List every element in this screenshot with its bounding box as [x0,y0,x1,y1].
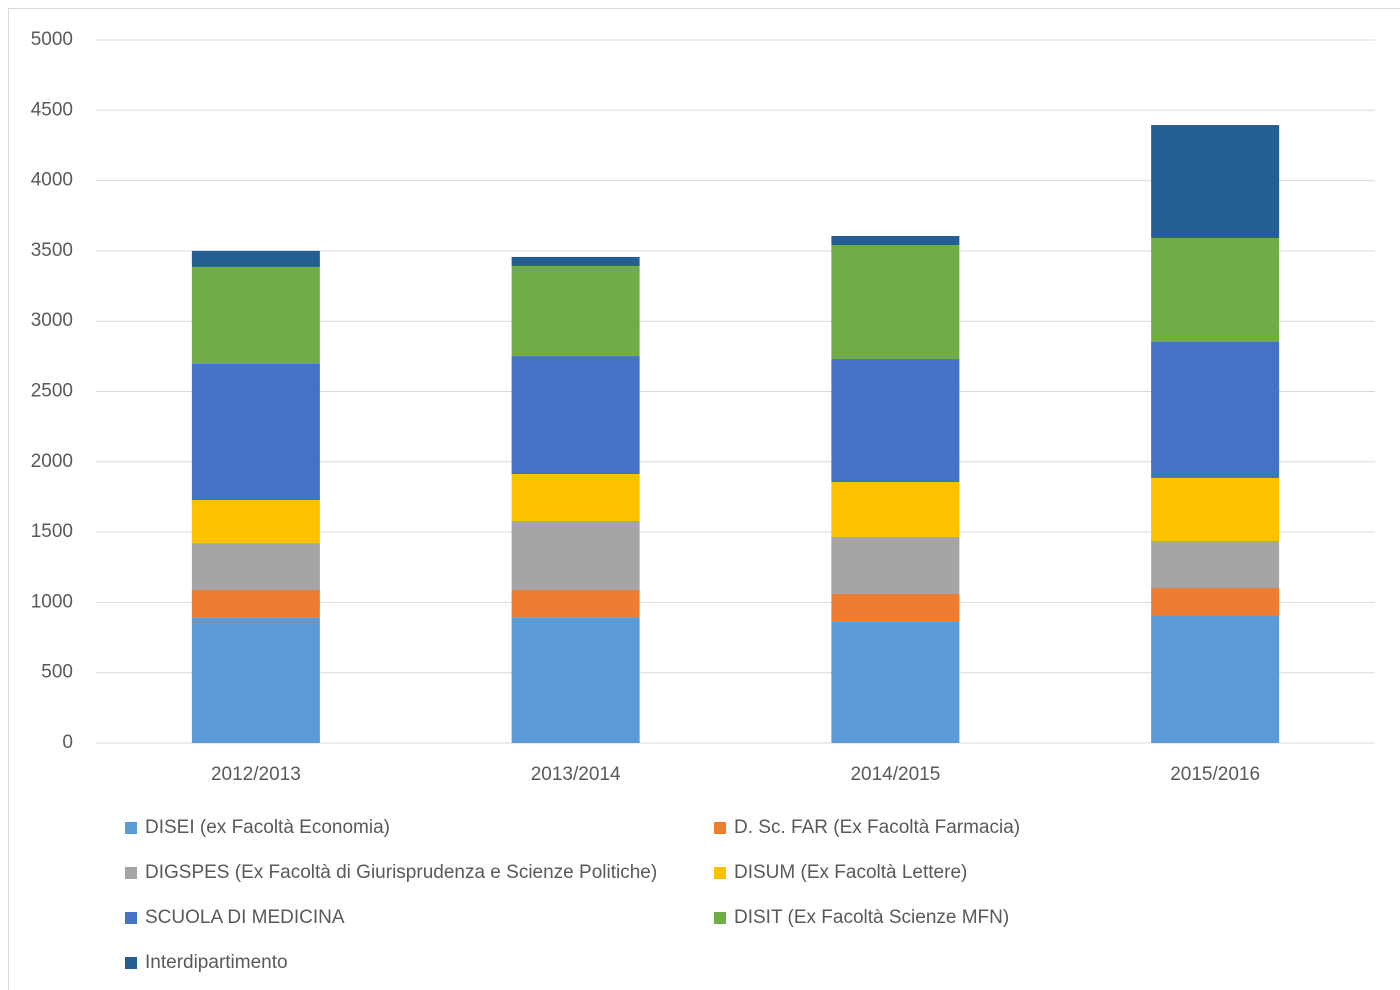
bar-segment [831,359,960,483]
legend-swatch [714,822,726,834]
bar-segment [1151,540,1280,589]
y-tick-label: 4000 [31,170,73,191]
bar-segment [1151,588,1280,617]
y-tick-label: 1500 [31,521,73,542]
chart-border [8,8,1400,990]
bar-segment [191,543,320,591]
x-tick-label: 2015/2016 [1170,764,1260,785]
bar-segment [511,265,640,357]
bar-segment [1151,125,1280,238]
bar-segment [511,356,640,475]
y-tick-label: 0 [62,732,73,753]
y-tick-label: 500 [41,662,73,683]
bar-segment [191,590,320,618]
legend-label: DISUM (Ex Facoltà Lettere) [734,862,967,883]
bar-segment [831,482,960,538]
x-tick-label: 2014/2015 [850,764,940,785]
bar-segment [191,500,320,544]
y-tick-label: 3000 [31,310,73,331]
x-tick-label: 2013/2014 [531,764,621,785]
legend-swatch [714,912,726,924]
bar-segment [511,617,640,743]
bar-segment [831,244,960,360]
y-tick-label: 1000 [31,591,73,612]
y-tick-label: 2500 [31,381,73,402]
bar-segment [831,235,960,245]
bar-segment [1151,342,1280,478]
y-tick-label: 3500 [31,240,73,261]
bar-segment [831,621,960,743]
bar-segment [831,593,960,622]
legend-label: DISIT (Ex Facoltà Scienze MFN) [734,907,1009,928]
bar-segment [511,520,640,591]
y-tick-label: 5000 [31,29,73,50]
bar-segment [831,537,960,594]
legend-swatch [125,912,137,924]
legend-swatch [714,867,726,879]
legend-label: Interdipartimento [145,952,288,973]
y-tick-label: 2000 [31,451,73,472]
bar-segment [191,266,320,364]
legend-label: DISEI (ex Facoltà Economia) [145,817,390,838]
legend-swatch [125,867,137,879]
legend-label: SCUOLA DI MEDICINA [145,907,345,928]
x-tick-label: 2012/2013 [211,764,301,785]
bar-segment [511,590,640,618]
bar-segment [511,256,640,266]
y-tick-label: 4500 [31,99,73,120]
bar-segment [511,474,640,521]
bar-segment [1151,616,1280,743]
legend-swatch [125,957,137,969]
bar-segment [191,617,320,743]
bar-segment [191,363,320,501]
bar-segment [1151,477,1280,541]
bar-segment [1151,237,1280,343]
legend-label: D. Sc. FAR (Ex Facoltà Farmacia) [734,817,1020,838]
bar-segment [191,250,320,267]
legend-label: DIGSPES (Ex Facoltà di Giurisprudenza e … [145,862,657,883]
legend-swatch [125,822,137,834]
